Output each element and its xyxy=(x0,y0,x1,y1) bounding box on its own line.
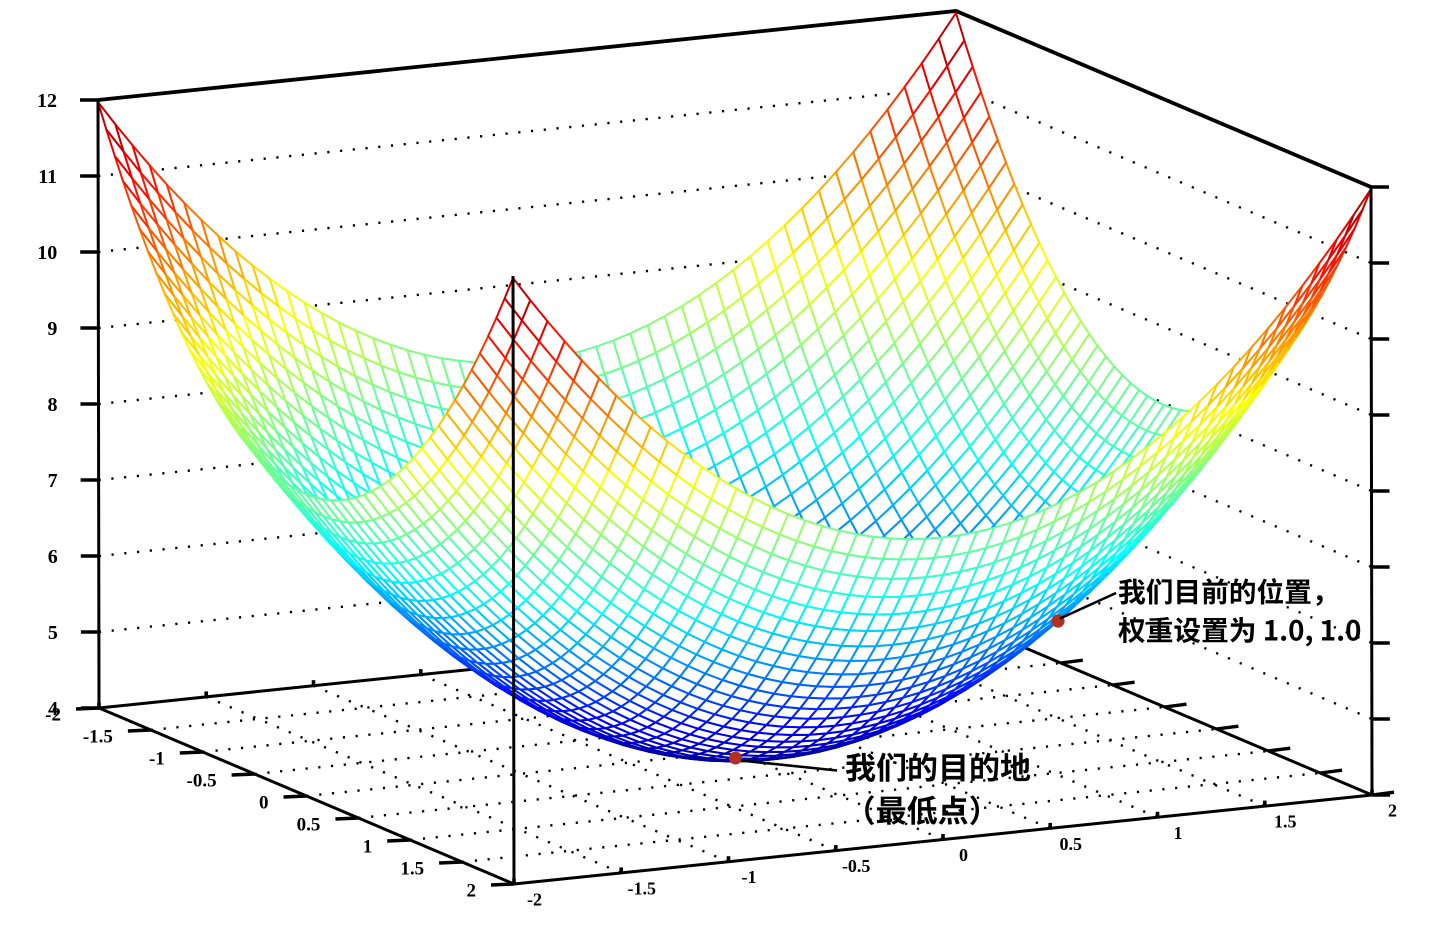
svg-text:7: 7 xyxy=(48,470,58,492)
svg-text:9: 9 xyxy=(47,318,57,340)
svg-text:-2: -2 xyxy=(45,705,61,726)
svg-text:-1: -1 xyxy=(149,749,165,770)
svg-text:-1: -1 xyxy=(742,867,757,887)
svg-text:0: 0 xyxy=(959,845,968,865)
svg-text:-1.5: -1.5 xyxy=(628,878,657,898)
svg-text:8: 8 xyxy=(48,394,58,416)
svg-text:4: 4 xyxy=(48,698,58,720)
svg-text:11: 11 xyxy=(38,166,57,188)
svg-text:6: 6 xyxy=(48,546,58,568)
svg-text:-2: -2 xyxy=(527,890,542,910)
svg-text:-0.5: -0.5 xyxy=(187,771,217,792)
svg-text:1: 1 xyxy=(363,837,373,858)
svg-text:1.5: 1.5 xyxy=(1274,812,1297,832)
svg-text:2: 2 xyxy=(467,881,477,902)
svg-text:5: 5 xyxy=(48,622,58,644)
svg-text:12: 12 xyxy=(37,90,57,112)
svg-text:2: 2 xyxy=(1388,801,1397,821)
svg-text:-1.5: -1.5 xyxy=(83,727,113,748)
svg-text:0.5: 0.5 xyxy=(297,815,321,836)
svg-text:10: 10 xyxy=(37,242,57,264)
svg-text:1: 1 xyxy=(1174,823,1183,843)
svg-text:-0.5: -0.5 xyxy=(842,856,871,876)
svg-text:1.5: 1.5 xyxy=(400,859,424,880)
svg-text:0.5: 0.5 xyxy=(1060,834,1083,854)
svg-text:0: 0 xyxy=(259,793,269,814)
